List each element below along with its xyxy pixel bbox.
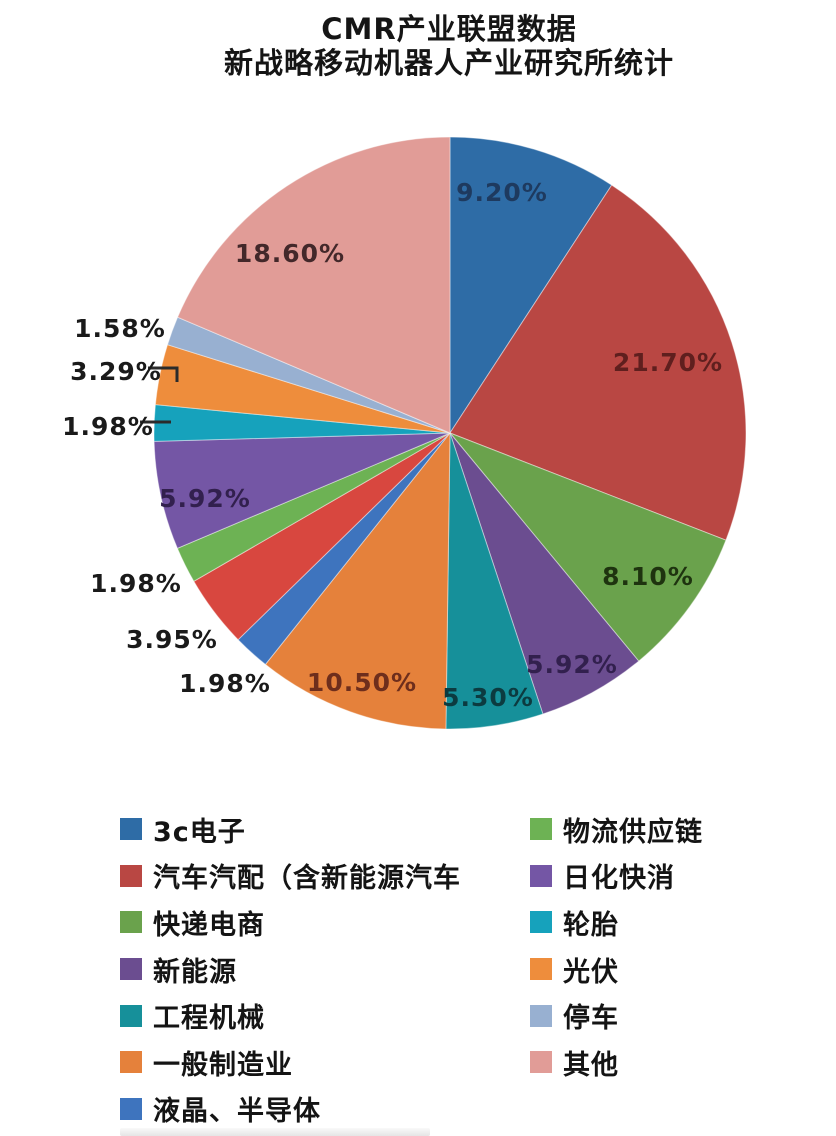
slice-percent-label: 1.98% <box>179 669 271 698</box>
legend-item: 其他 <box>530 1039 703 1086</box>
slice-percent-label: 9.20% <box>456 178 548 207</box>
legend-swatch <box>530 1004 552 1027</box>
pie-slice <box>445 432 544 730</box>
slice-percent-label: 18.60% <box>235 239 345 268</box>
legend-swatch <box>120 818 142 841</box>
pie-slice <box>153 432 451 549</box>
legend-label: 物流供应链 <box>563 816 703 848</box>
slice-percent-label: 8.10% <box>602 562 694 591</box>
pie-slice <box>448 431 727 662</box>
slice-percent-label: 5.92% <box>159 484 251 513</box>
legend-label: 新能源 <box>153 956 237 988</box>
legend-swatch <box>530 818 552 841</box>
legend-label: 液晶、半导体 <box>153 1096 321 1128</box>
pie-slice <box>166 316 451 434</box>
legend-item: 3c电子 <box>120 806 461 853</box>
slice-percent-label: 21.70% <box>613 348 723 377</box>
legend-item: 物流供应链 <box>530 806 703 853</box>
slice-percent-label: 10.50% <box>307 668 417 697</box>
pie-slice <box>449 432 640 715</box>
legend-item: 液晶、半导体 <box>120 1086 461 1133</box>
legend-item: 快递电商 <box>120 899 461 946</box>
legend-label: 一般制造业 <box>153 1049 293 1081</box>
legend-swatch <box>530 958 552 981</box>
pie-slice <box>176 136 451 434</box>
legend-swatch <box>120 958 142 981</box>
chart-title: CMR产业联盟数据 新战略移动机器人产业研究所统计 <box>0 12 836 80</box>
legend-swatch <box>120 1051 142 1074</box>
legend-swatch <box>120 864 142 887</box>
pie-slice <box>176 432 451 582</box>
legend-swatch <box>530 864 552 887</box>
legend-column-right: 物流供应链日化快消轮胎光伏停车其他 <box>530 806 703 1086</box>
legend-label: 快递电商 <box>153 909 265 941</box>
slice-percent-label: 3.29% <box>70 357 162 386</box>
legend-label: 3c电子 <box>153 816 246 848</box>
slice-percent-label: 1.98% <box>62 412 154 441</box>
legend-swatch <box>120 1004 142 1027</box>
legend-item: 汽车汽配（含新能源汽车 <box>120 853 461 900</box>
legend-label: 光伏 <box>563 956 619 988</box>
label-leader-line <box>148 366 179 382</box>
legend-item: 日化快消 <box>530 853 703 900</box>
legend-item: 新能源 <box>120 946 461 993</box>
legend-swatch <box>530 911 552 934</box>
legend-label: 日化快消 <box>563 863 675 895</box>
pie-chart: 9.20% 21.70% 8.10% 5.92% 5.30% 10.50% 1.98% 3.9… <box>62 136 747 730</box>
legend-swatch <box>120 1097 142 1120</box>
slice-percent-label: 1.58% <box>74 314 166 343</box>
pie-slice <box>154 344 451 434</box>
pie-slice <box>237 432 451 666</box>
slice-percent-label: 3.95% <box>126 625 218 654</box>
legend-label: 轮胎 <box>563 909 619 941</box>
legend-label: 停车 <box>563 1003 619 1035</box>
chart-title-line1: CMR产业联盟数据 <box>321 12 577 46</box>
slice-percent-label: 5.92% <box>526 650 618 679</box>
legend-swatch <box>120 911 142 934</box>
legend-label: 其他 <box>563 1049 619 1081</box>
legend-label: 汽车汽配（含新能源汽车 <box>153 863 461 895</box>
legend-column-left: 3c电子汽车汽配（含新能源汽车 快递电商新能源工程机械一般制造业液晶、半导体 <box>120 806 461 1132</box>
slice-percent-label: 1.98% <box>90 569 182 598</box>
pie-slice <box>449 184 747 541</box>
chart-title-line2: 新战略移动机器人产业研究所统计 <box>223 46 674 80</box>
legend-item-partial <box>120 1128 430 1136</box>
legend-item: 一般制造业 <box>120 1039 461 1086</box>
slice-percent-label: 5.30% <box>442 683 534 712</box>
legend-label: 工程机械 <box>153 1003 265 1035</box>
legend-item: 轮胎 <box>530 899 703 946</box>
legend-item: 停车 <box>530 992 703 1039</box>
legend-item: 光伏 <box>530 946 703 993</box>
pie-slice <box>264 431 451 730</box>
legend-item: 工程机械 <box>120 992 461 1039</box>
pie-slice <box>193 432 451 641</box>
pie-slice <box>449 136 613 435</box>
legend-swatch <box>530 1051 552 1074</box>
